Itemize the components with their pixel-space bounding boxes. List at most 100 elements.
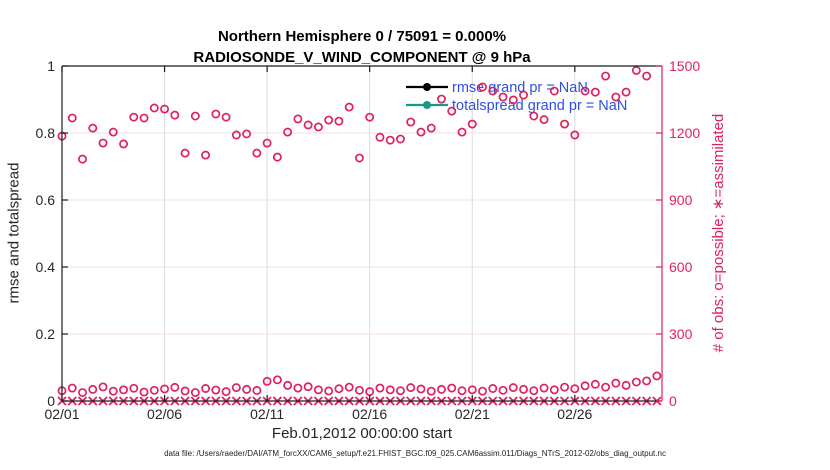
data-file-caption: data file: /Users/raeder/DAI/ATM_forcXX/… — [164, 449, 666, 458]
data-point-circle — [211, 109, 221, 119]
data-point-circle — [437, 94, 446, 104]
data-point-circle — [283, 127, 293, 137]
data-point-circle — [539, 115, 549, 125]
data-point-circle — [211, 385, 221, 395]
data-point-circle — [303, 120, 313, 130]
data-point-circle — [549, 86, 559, 96]
data-point-circle — [108, 386, 118, 396]
data-point-circle — [242, 384, 252, 394]
data-point-circle — [611, 378, 621, 388]
data-point-circle — [365, 112, 375, 122]
right-tick-label: 1200 — [669, 125, 700, 141]
data-point-circle — [580, 86, 590, 96]
left-tick-label: 0.8 — [36, 125, 56, 141]
data-point-circle — [457, 127, 467, 137]
x-axis-label: Feb.01,2012 00:00:00 start — [271, 425, 453, 442]
data-point-circle — [313, 385, 323, 395]
data-point-circle — [621, 380, 631, 390]
data-point-circle — [590, 379, 600, 389]
data-point-circle — [160, 104, 170, 114]
data-point-circle — [396, 134, 405, 144]
data-point-circle — [519, 384, 528, 394]
data-point-circle — [642, 71, 652, 81]
data-point-circle — [119, 385, 128, 395]
data-point-circle — [406, 117, 416, 127]
plot-title: Northern Hemisphere 0 / 75091 = 0.000% R… — [62, 26, 662, 68]
data-point-circle — [457, 386, 467, 396]
right-tick-label: 300 — [669, 326, 693, 342]
data-point-circle — [396, 386, 405, 396]
data-point-circle — [437, 384, 446, 394]
data-point-circle — [519, 90, 528, 100]
data-point-circle — [252, 386, 262, 395]
data-point-circle — [334, 384, 344, 394]
data-point-circle — [354, 153, 364, 163]
data-point-circle — [180, 148, 190, 158]
data-point-circle — [529, 386, 539, 396]
data-point-circle — [539, 383, 549, 393]
data-point-circle — [201, 384, 211, 393]
data-point-circle — [354, 385, 364, 395]
data-point-circle — [262, 376, 272, 386]
data-point-circle — [426, 386, 436, 396]
data-point-circle — [221, 112, 231, 122]
data-point-circle — [344, 102, 354, 112]
x-tick-label: 02/06 — [147, 406, 182, 422]
data-point-circle — [98, 138, 108, 148]
data-point-circle — [652, 371, 662, 381]
data-point-circle — [262, 138, 272, 148]
data-point-circle — [293, 114, 303, 124]
left-tick-label: 0.4 — [36, 259, 56, 275]
right-tick-label: 600 — [669, 259, 693, 275]
data-point-circle — [590, 87, 600, 97]
right-tick-label: 900 — [669, 192, 693, 208]
data-point-circle — [313, 122, 323, 132]
data-point-circle — [426, 123, 436, 133]
legend-label: rmse grand pr = NaN — [452, 80, 588, 96]
data-point-circle — [467, 385, 477, 395]
right-tick-label: 0 — [669, 393, 677, 409]
data-point-circle — [570, 130, 580, 140]
data-point-circle — [385, 385, 395, 395]
data-point-circle — [303, 382, 313, 392]
data-point-circle — [621, 87, 631, 97]
data-point-circle — [170, 382, 180, 392]
data-point-circle — [324, 115, 334, 125]
data-point-circle — [170, 110, 180, 120]
x-tick-label: 02/11 — [250, 406, 284, 422]
data-point-circle — [375, 383, 385, 393]
data-point-circle — [88, 123, 98, 133]
data-point-circle — [190, 111, 200, 121]
title-line-variable: RADIOSONDE_V_WIND_COMPONENT @ 9 hPa — [193, 49, 531, 66]
data-point-circle — [129, 383, 139, 393]
x-tick-label: 02/26 — [557, 406, 592, 422]
data-point-circle — [406, 383, 416, 393]
x-tick-label: 02/16 — [352, 406, 387, 422]
data-point-circle — [108, 127, 118, 137]
data-point-circle — [88, 384, 98, 394]
data-point-circle — [119, 139, 128, 149]
data-point-circle — [201, 150, 211, 160]
data-point-circle — [149, 103, 159, 113]
data-point-circle — [478, 82, 487, 92]
left-tick-label: 1 — [47, 58, 55, 74]
data-point-circle — [221, 387, 231, 397]
right-tick-label: 1500 — [669, 58, 700, 74]
data-point-circle — [447, 106, 457, 116]
data-point-circle — [560, 119, 570, 129]
data-point-circle — [570, 384, 580, 394]
data-point-circle — [601, 71, 611, 81]
data-point-circle — [416, 127, 426, 137]
data-point-circle — [324, 386, 334, 396]
data-point-circle — [549, 385, 559, 395]
data-point-circle — [385, 135, 395, 145]
data-point-circle — [67, 383, 77, 393]
data-point-circle — [231, 130, 241, 140]
data-point-circle — [478, 386, 487, 396]
data-point-circle — [272, 152, 282, 162]
data-point-circle — [129, 112, 139, 122]
data-point-circle — [580, 381, 590, 391]
data-point-circle — [139, 387, 149, 397]
